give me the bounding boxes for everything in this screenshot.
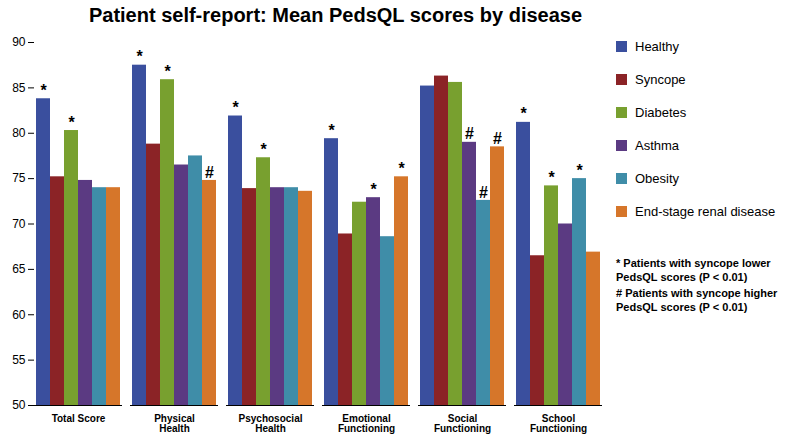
html-text:Obesity: Obesity — [635, 171, 680, 186]
html-text:Diabetes: Diabetes — [635, 105, 687, 120]
svg-text:50: 50 — [12, 398, 26, 412]
svg-text:#: # — [465, 125, 474, 142]
svg-text:PhysicalHealth: PhysicalHealth — [154, 413, 195, 434]
svg-text:85: 85 — [12, 81, 26, 95]
html-text:End-stage renal disease: End-stage renal disease — [635, 204, 776, 219]
svg-text:PsychosocialHealth: PsychosocialHealth — [239, 413, 303, 434]
svg-text:*: * — [164, 63, 171, 80]
svg-text:*: * — [136, 48, 143, 65]
svg-text:*: * — [576, 162, 583, 179]
svg-text:60: 60 — [12, 308, 26, 322]
html-text:Asthma: Asthma — [635, 138, 680, 153]
html-text:Patient self-report: Mean Peds: Patient self-report: Mean PedsQL scores … — [88, 4, 583, 26]
svg-text:*: * — [398, 160, 405, 177]
svg-text:*: * — [68, 114, 75, 131]
svg-text:65: 65 — [12, 262, 26, 276]
svg-text:55: 55 — [12, 353, 26, 367]
svg-text:75: 75 — [12, 171, 26, 185]
svg-text:*: * — [370, 181, 377, 198]
svg-text:*: * — [40, 82, 47, 99]
svg-text:*: * — [520, 105, 527, 122]
svg-text:*: * — [328, 122, 335, 139]
svg-text:SocialFunctioning: SocialFunctioning — [434, 413, 491, 434]
svg-text:EmotionalFunctioning: EmotionalFunctioning — [338, 413, 395, 434]
svg-text:80: 80 — [12, 126, 26, 140]
svg-text:*: * — [232, 99, 239, 116]
svg-text:#: # — [479, 184, 488, 201]
svg-text:*: * — [548, 169, 555, 186]
svg-text:70: 70 — [12, 217, 26, 231]
svg-text:SchoolFunctioning: SchoolFunctioning — [530, 413, 587, 434]
html-text:Healthy: Healthy — [635, 39, 680, 54]
html-text:# Patients with syncope higher: # Patients with syncope higher PedsQL sc… — [616, 287, 778, 313]
svg-text:Total Score: Total Score — [52, 413, 106, 424]
html-text:* Patients with syncope lower: * Patients with syncope lower PedsQL sco… — [616, 257, 771, 283]
svg-text:90: 90 — [12, 35, 26, 49]
svg-text:#: # — [205, 164, 214, 181]
html-text:Syncope: Syncope — [635, 72, 686, 87]
svg-text:#: # — [493, 130, 502, 147]
svg-text:*: * — [260, 141, 267, 158]
